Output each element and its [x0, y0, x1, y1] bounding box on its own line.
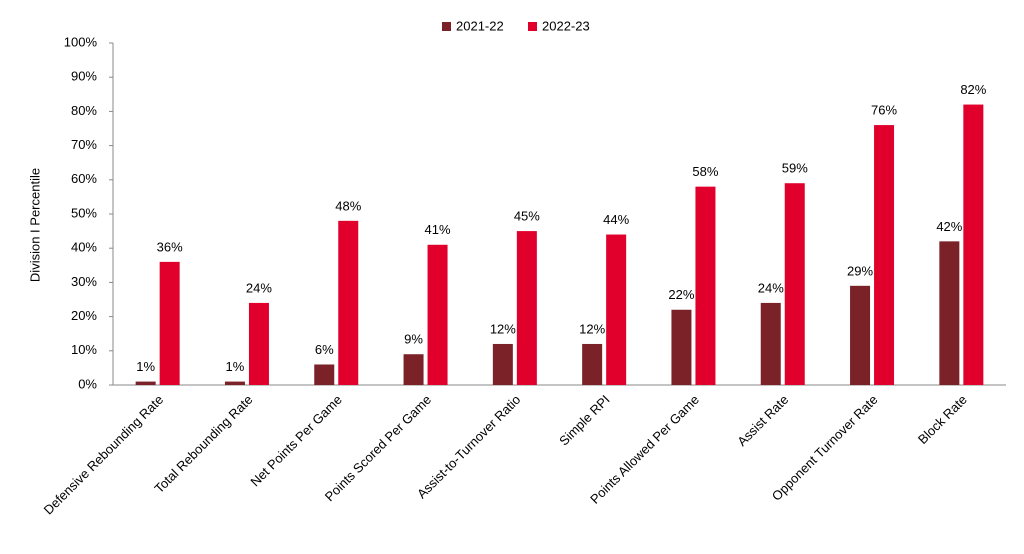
- bar: [314, 364, 335, 385]
- value-label: 82%: [960, 82, 986, 97]
- bar: [224, 381, 245, 385]
- value-label: 44%: [603, 212, 629, 227]
- bar: [135, 381, 156, 385]
- bar: [516, 231, 537, 385]
- bar: [403, 354, 424, 385]
- y-tick-label: 80%: [71, 103, 97, 118]
- bar: [963, 104, 984, 385]
- value-label: 41%: [425, 222, 451, 237]
- x-tick-label: Assist Rate: [734, 392, 791, 449]
- y-tick-label: 90%: [71, 69, 97, 84]
- value-label: 24%: [758, 280, 784, 295]
- value-label: 9%: [404, 332, 423, 347]
- value-label: 1%: [136, 359, 155, 374]
- bar: [492, 343, 513, 385]
- value-label: 6%: [315, 342, 334, 357]
- bar: [695, 186, 716, 385]
- bar: [939, 241, 960, 385]
- bar: [427, 244, 448, 385]
- value-label: 12%: [490, 321, 516, 336]
- bar: [874, 125, 895, 385]
- value-label: 59%: [782, 161, 808, 176]
- bar: [671, 309, 692, 385]
- y-tick-label: 100%: [64, 34, 98, 49]
- bar: [784, 183, 805, 385]
- bar: [582, 343, 603, 385]
- bar: [248, 302, 269, 385]
- y-tick-label: 30%: [71, 274, 97, 289]
- value-label: 76%: [871, 103, 897, 118]
- y-tick-label: 20%: [71, 308, 97, 323]
- value-label: 45%: [514, 209, 540, 224]
- x-tick-label: Block Rate: [915, 392, 970, 447]
- x-tick-label: Opponent Turnover Rate: [769, 392, 881, 504]
- bar: [606, 234, 627, 385]
- value-label: 42%: [936, 219, 962, 234]
- y-tick-label: 10%: [71, 342, 97, 357]
- y-axis-label: Division I Percentile: [27, 168, 42, 282]
- x-tick-label: Assist-to-Turnover Ratio: [414, 392, 523, 501]
- legend-swatch: [442, 22, 451, 31]
- legend-label: 2022-23: [542, 18, 590, 33]
- x-tick-label: Net Points Per Game: [247, 392, 344, 489]
- value-label: 12%: [579, 321, 605, 336]
- value-label: 58%: [692, 164, 718, 179]
- y-tick-label: 40%: [71, 240, 97, 255]
- y-tick-label: 50%: [71, 205, 97, 220]
- x-tick-label: Simple RPI: [556, 392, 613, 449]
- value-label: 36%: [157, 239, 183, 254]
- bar: [338, 220, 359, 385]
- value-label: 48%: [335, 198, 361, 213]
- y-tick-label: 0%: [78, 376, 97, 391]
- y-tick-label: 60%: [71, 171, 97, 186]
- legend-swatch: [528, 22, 537, 31]
- y-tick-label: 70%: [71, 137, 97, 152]
- x-tick-label: Defensive Rebounding Rate: [41, 392, 167, 518]
- legend-label: 2021-22: [456, 18, 504, 33]
- value-label: 29%: [847, 263, 873, 278]
- value-label: 24%: [246, 280, 272, 295]
- bar: [159, 261, 180, 385]
- bar: [850, 285, 871, 385]
- bar: [760, 302, 781, 385]
- x-tick-label: Total Rebounding Rate: [151, 392, 255, 496]
- value-label: 22%: [668, 287, 694, 302]
- value-label: 1%: [226, 359, 245, 374]
